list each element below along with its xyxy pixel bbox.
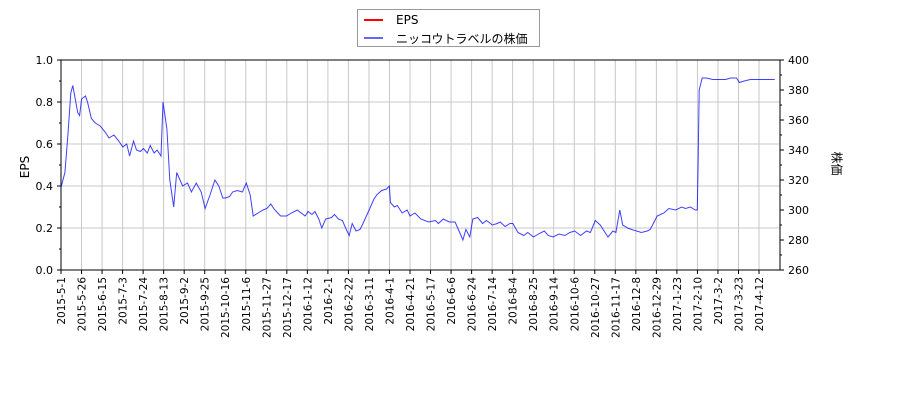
right-axis-title: 株価 — [829, 151, 844, 176]
x-tick-label: 2016-4-1 — [384, 277, 396, 325]
x-tick-label: 2015-11-6 — [241, 277, 253, 332]
right-tick-label: 260 — [788, 264, 809, 277]
x-tick-label: 2016-12-8 — [631, 277, 643, 331]
x-tick-label: 2016-7-14 — [487, 277, 499, 332]
legend-item-price: ニッコウトラベルの株価 — [364, 30, 528, 46]
right-tick-label: 320 — [788, 174, 809, 187]
left-axis-title: EPS — [18, 155, 32, 179]
x-tick-label: 2017-2-10 — [692, 277, 704, 331]
x-tick-label: 2016-9-14 — [549, 277, 561, 332]
left-tick-label: 1.0 — [36, 54, 54, 67]
x-tick-label: 2015-7-3 — [118, 277, 130, 325]
right-tick-label: 380 — [788, 84, 809, 97]
x-tick-label: 2015-5-26 — [77, 277, 89, 332]
stock-price-line — [60, 77, 775, 242]
left-y-axis: 0.0 0.2 0.4 0.6 0.8 1.0 — [36, 54, 61, 277]
legend-item-eps: EPS — [364, 12, 418, 28]
right-tick-label: 300 — [788, 204, 809, 217]
x-tick-label: 2017-3-2 — [713, 277, 725, 325]
x-tick-label: 2015-11-27 — [261, 277, 273, 338]
x-tick-label: 2016-11-17 — [610, 277, 622, 338]
x-tick-label: 2016-6-6 — [446, 277, 458, 325]
right-y-axis: 260 280 300 320 340 360 380 400 — [780, 54, 809, 277]
left-tick-label: 0.6 — [36, 138, 54, 151]
x-tick-label: 2017-1-23 — [672, 277, 684, 331]
x-tick-label: 2017-4-12 — [754, 277, 766, 331]
x-tick-label: 2015-7-24 — [138, 277, 150, 332]
x-tick-label: 2015-8-13 — [159, 277, 171, 331]
x-tick-label: 2016-8-25 — [528, 277, 540, 331]
x-tick-label: 2015-12-17 — [282, 277, 294, 338]
grid-lines — [61, 60, 780, 270]
x-tick-label: 2016-1-12 — [302, 277, 314, 331]
legend-label-price: ニッコウトラベルの株価 — [396, 31, 528, 46]
price-swatch-icon — [364, 37, 383, 39]
x-tick-label: 2015-6-15 — [97, 277, 109, 331]
x-tick-label: 2015-9-25 — [200, 277, 212, 331]
x-tick-label: 2016-12-29 — [651, 277, 663, 338]
x-tick-label: 2017-3-23 — [733, 277, 745, 331]
right-tick-label: 400 — [788, 54, 809, 67]
x-tick-label: 2016-5-17 — [426, 277, 438, 331]
x-tick-label: 2016-10-6 — [569, 277, 581, 332]
x-tick-label: 2016-6-24 — [467, 277, 479, 332]
eps-swatch-icon — [364, 19, 383, 21]
x-tick-label: 2015-9-2 — [179, 277, 191, 325]
legend: EPS ニッコウトラベルの株価 — [357, 9, 540, 47]
x-tick-label: 2016-2-1 — [323, 277, 335, 325]
right-tick-label: 360 — [788, 114, 809, 127]
x-axis: 2015-5-1 2015-5-26 2015-6-15 2015-7-3 2015-7… — [56, 270, 766, 338]
left-tick-label: 0.0 — [36, 264, 54, 277]
x-tick-label: 2016-10-27 — [590, 277, 602, 338]
x-tick-label: 2016-8-4 — [508, 277, 520, 325]
left-tick-label: 0.2 — [36, 222, 54, 235]
right-tick-label: 280 — [788, 234, 809, 247]
x-tick-label: 2016-3-11 — [364, 277, 376, 331]
right-tick-label: 340 — [788, 144, 809, 157]
x-tick-label: 2015-10-16 — [220, 277, 232, 338]
x-tick-label: 2015-5-1 — [56, 277, 68, 325]
left-tick-label: 0.8 — [36, 96, 54, 109]
x-tick-label: 2016-4-21 — [405, 277, 417, 331]
left-tick-label: 0.4 — [36, 180, 54, 193]
legend-label-eps: EPS — [396, 13, 419, 27]
x-tick-label: 2016-2-22 — [343, 277, 355, 331]
